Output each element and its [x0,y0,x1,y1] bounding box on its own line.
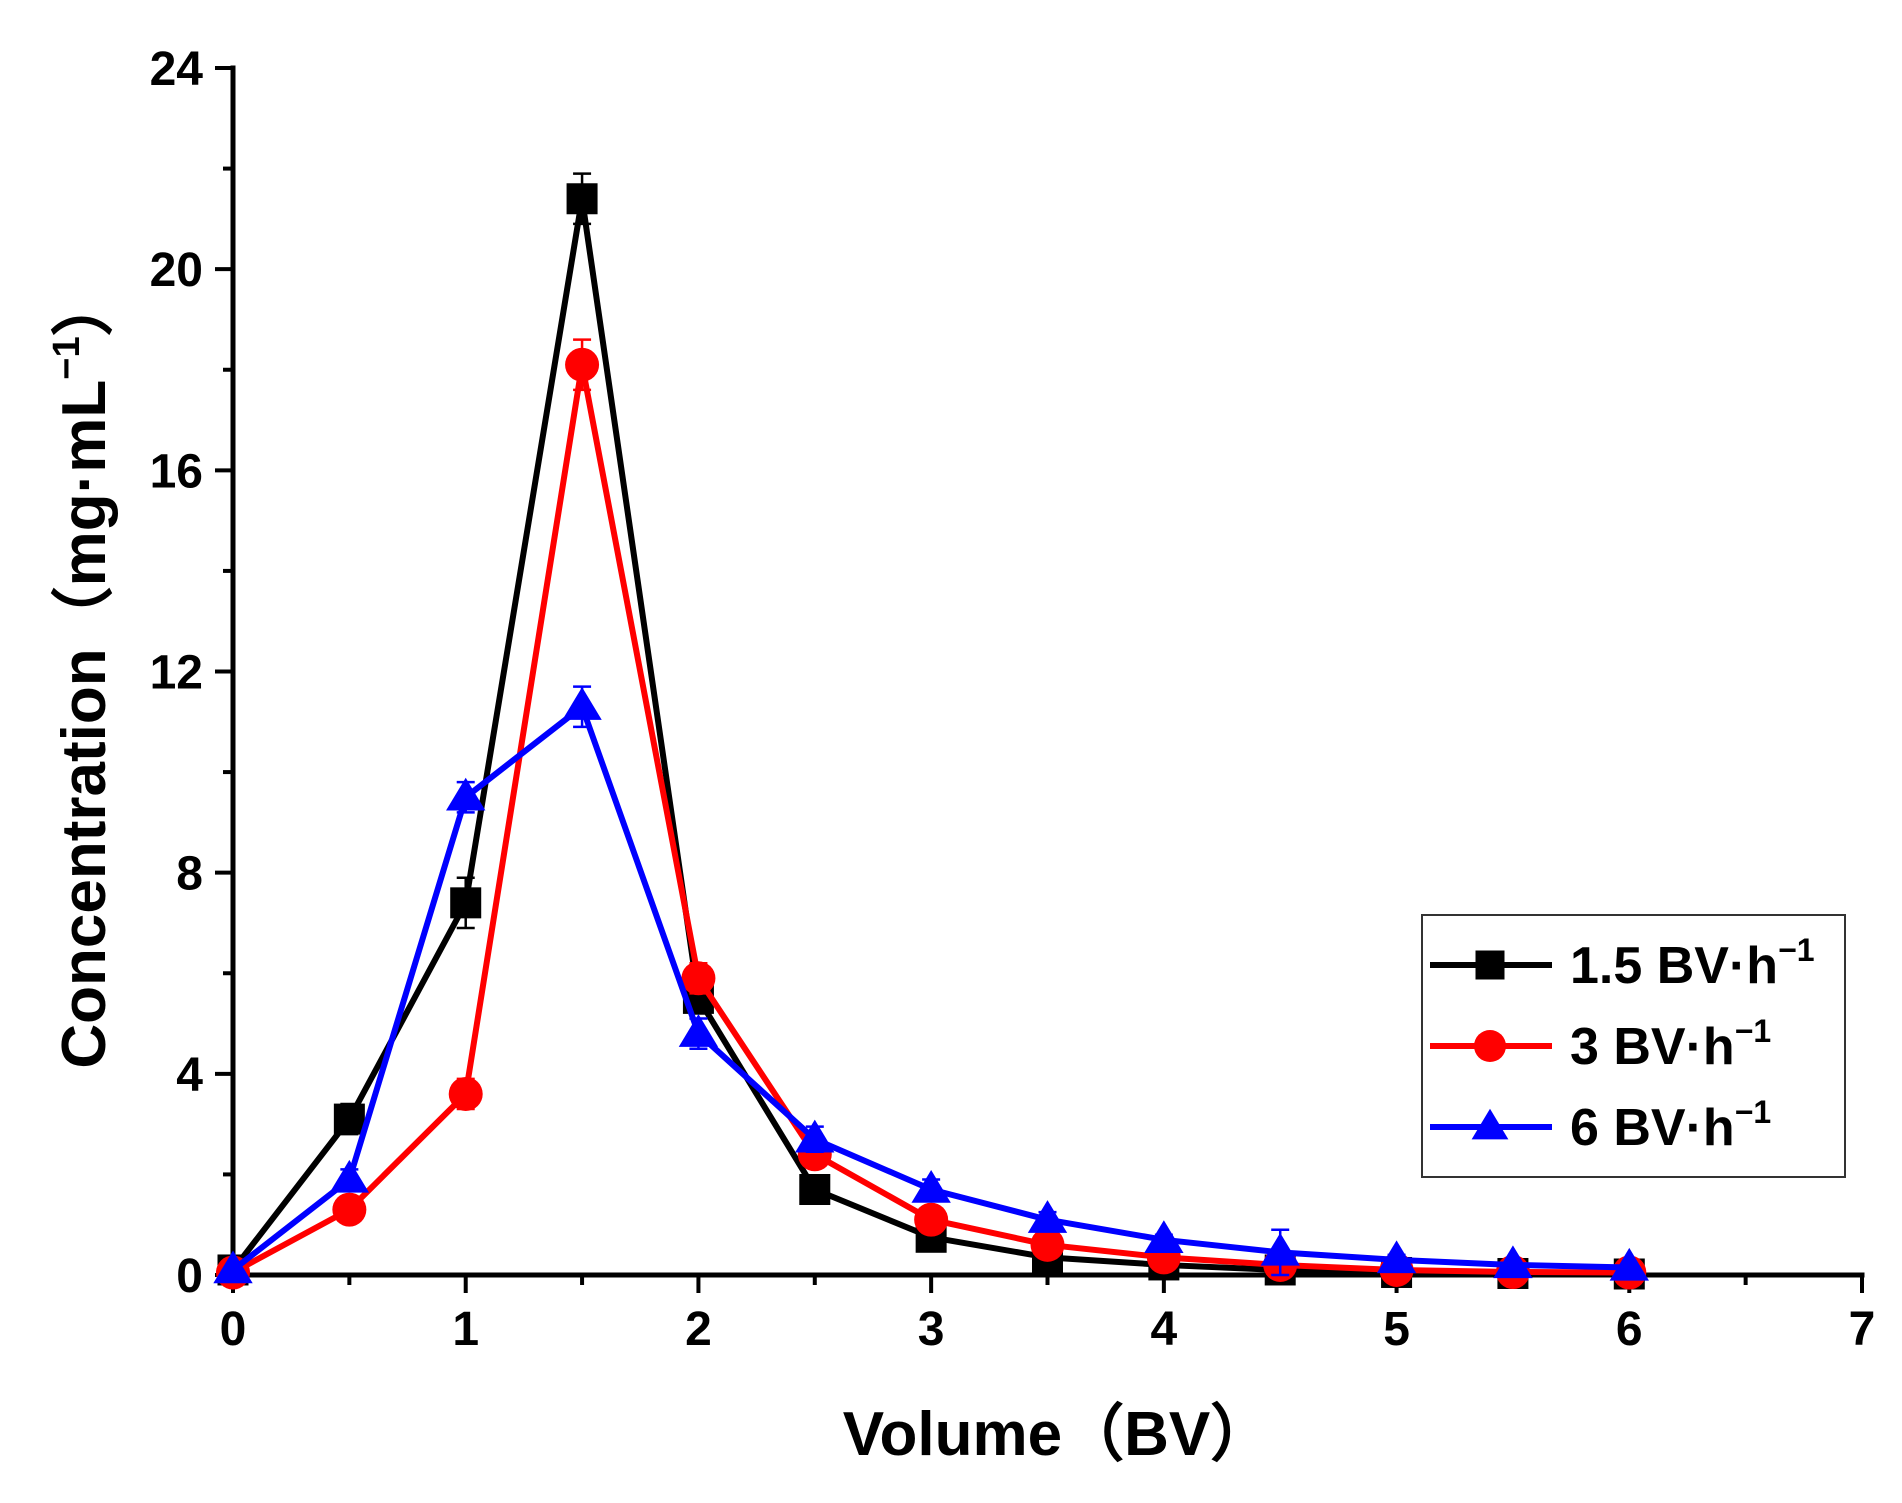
y-tick-label: 0 [176,1250,203,1303]
data-point [565,347,600,382]
data-point [911,1169,951,1203]
y-axis-title-close: ） [49,274,119,336]
data-point [446,777,486,811]
data-point [914,1202,949,1237]
y-tick-label: 12 [150,647,203,700]
x-tick-label: 6 [1616,1303,1643,1356]
data-point [678,1014,719,1047]
legend-label: 6 BV·h−1 [1570,1094,1771,1157]
data-point [1030,1227,1065,1262]
data-point [1376,1240,1417,1274]
x-tick-label: 4 [1151,1303,1178,1356]
x-tick-label: 3 [918,1303,945,1356]
x-tick-label: 5 [1383,1303,1410,1356]
y-axis-title-sup: −1 [46,336,88,379]
data-point [329,1159,370,1193]
data-point [1609,1247,1649,1281]
data-point [450,887,482,919]
legend-marker [1475,950,1505,980]
legend-label-main: 3 BV·h [1570,1018,1735,1076]
series-line [230,195,1630,1277]
legend-marker [1471,1108,1509,1140]
legend-label: 1.5 BV·h−1 [1570,932,1815,995]
data-point [1027,1200,1068,1233]
data-point [448,1076,483,1111]
x-tick-label: 7 [1849,1303,1876,1356]
legend-label-main: 6 BV·h [1570,1099,1735,1157]
data-point [1493,1245,1533,1279]
data-point [681,961,716,996]
x-tick-label: 2 [685,1303,712,1356]
legend-label-sup: −1 [1735,1094,1771,1130]
data-point [799,1174,831,1206]
series-2 [213,685,1649,1284]
legend-label-sup: −1 [1778,932,1814,968]
data-point [562,687,602,720]
y-tick-label: 24 [150,43,204,96]
legend: 1.5 BV·h−13 BV·h−16 BV·h−1 [1421,914,1846,1178]
axes-layer: 0 1 2 3 4 5 6 704812162024Volume（BV）Concentrati… [46,43,1875,1469]
y-tick-label: 4 [176,1049,203,1102]
y-tick-label: 16 [150,445,203,498]
legend-item-2: 6 BV·h−1 [1430,1094,1771,1157]
data-point [333,1103,365,1135]
x-tick-label: 1 [452,1303,479,1356]
x-tick-label: 0 [220,1303,247,1356]
data-point [795,1119,835,1153]
y-tick-label: 8 [176,848,203,901]
data-point [332,1192,367,1227]
data-point [1260,1232,1300,1266]
y-axis-title-main: Concentration（mg·mL [49,380,119,1069]
series-line [231,361,1630,1276]
data-point [566,183,598,215]
legend-label-sup: −1 [1735,1013,1771,1049]
x-axis-title: Volume（BV） [843,1399,1272,1469]
y-tick-label: 20 [150,244,203,297]
legend-label-main: 1.5 BV·h [1570,937,1778,995]
data-point [213,1250,253,1284]
data-point [1144,1220,1184,1254]
series-layer [213,172,1649,1290]
legend-item-1: 3 BV·h−1 [1430,1013,1771,1076]
legend-marker [1474,1030,1506,1062]
y-axis-title: Concentration（mg·mL−1） [46,274,119,1068]
legend-item-0: 1.5 BV·h−1 [1430,932,1815,995]
legend-label: 3 BV·h−1 [1570,1013,1771,1076]
